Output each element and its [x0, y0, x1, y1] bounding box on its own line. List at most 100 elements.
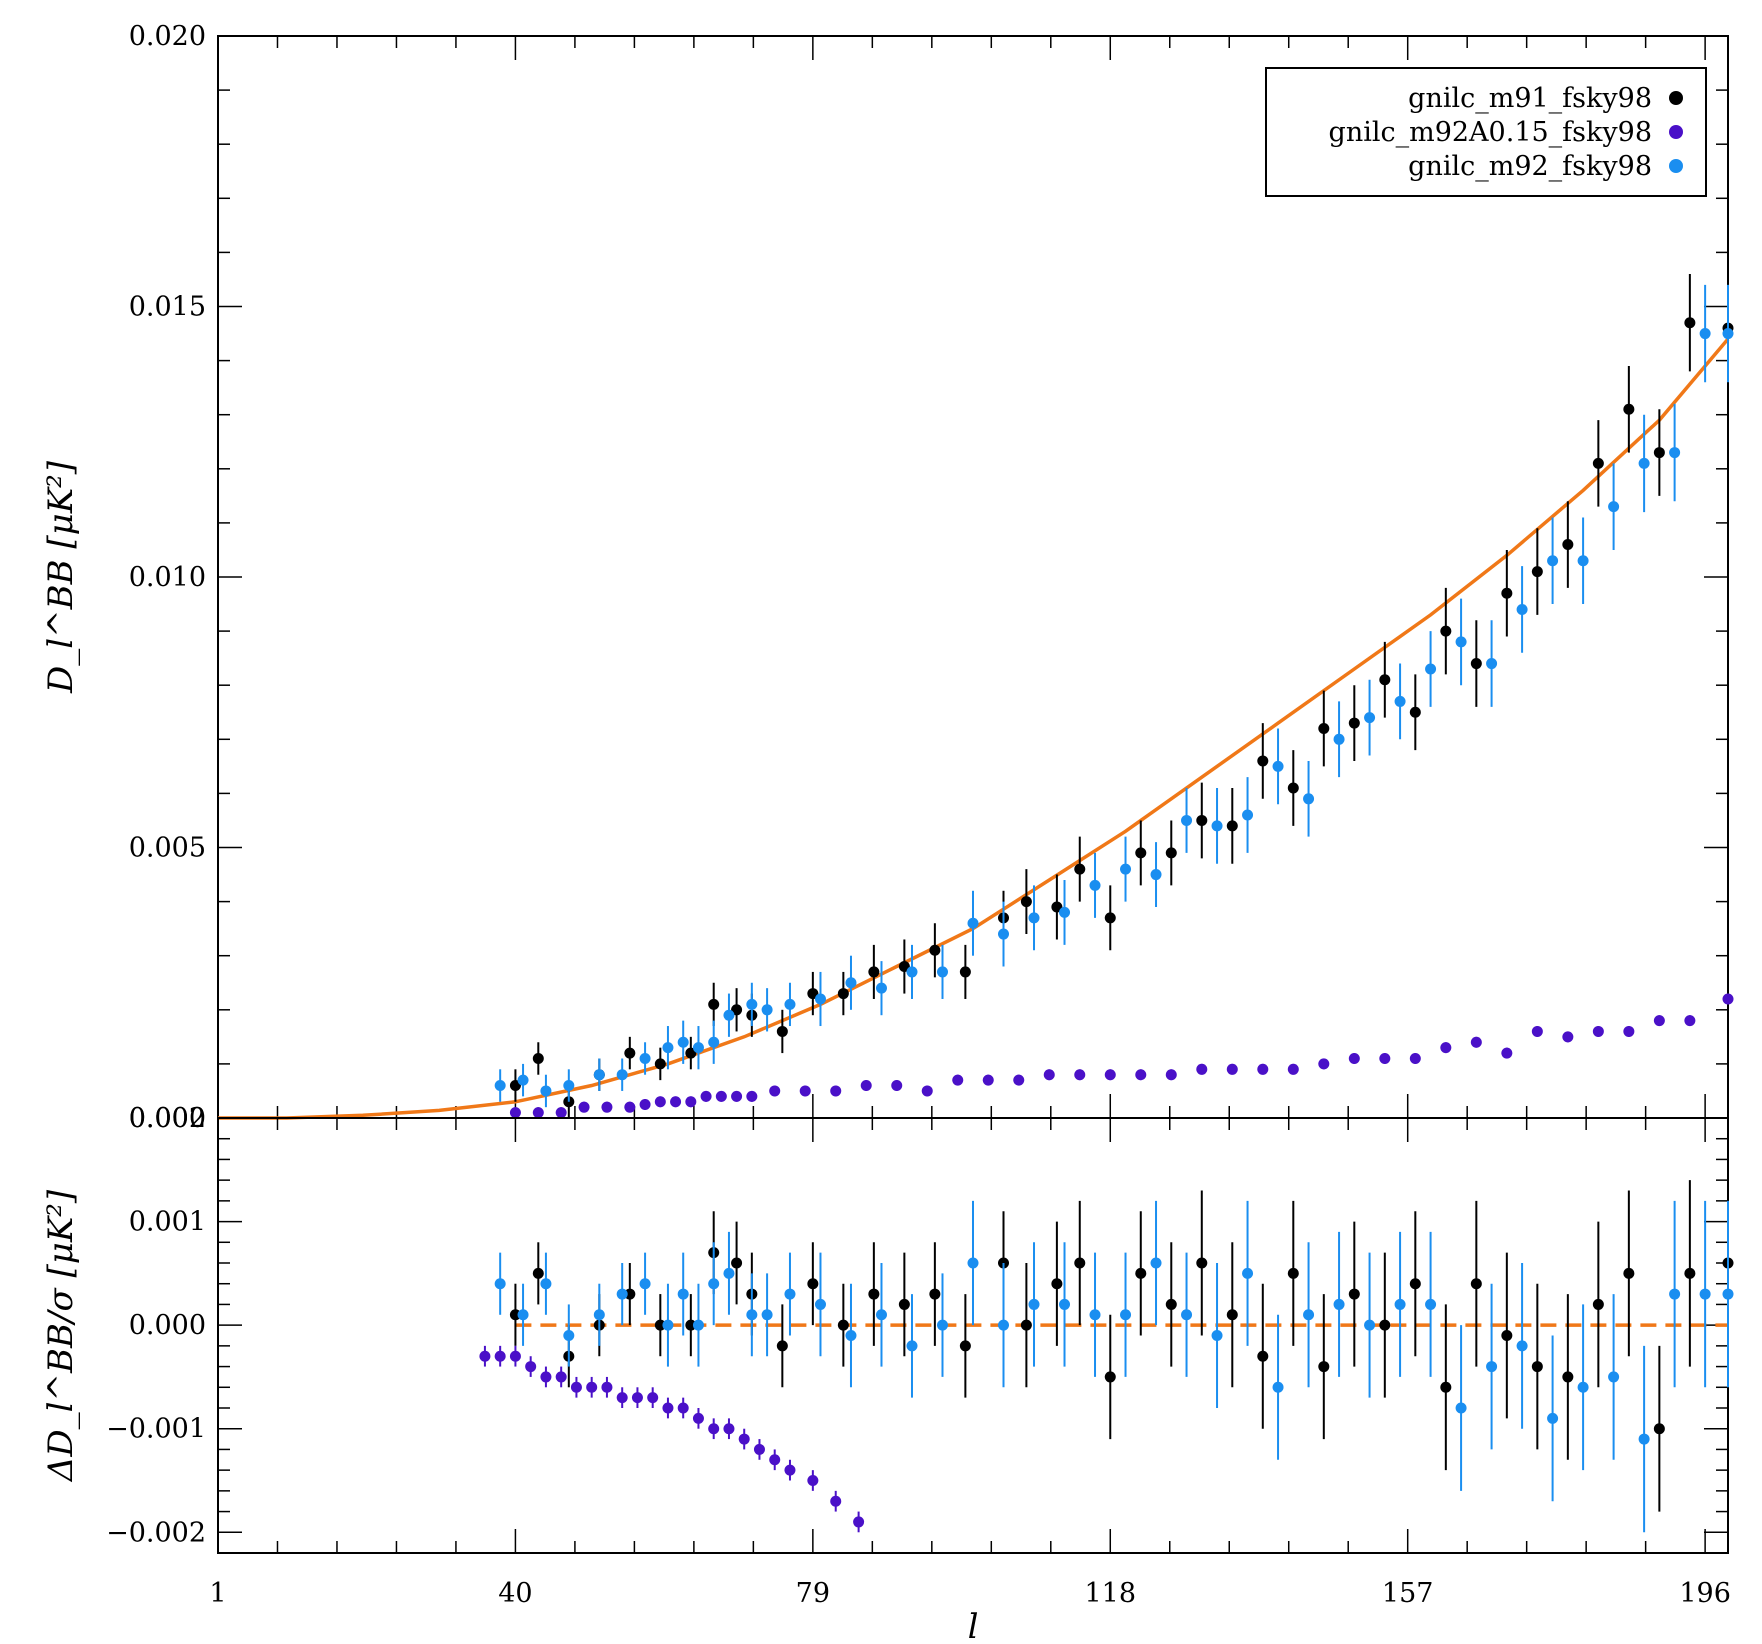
data-point	[708, 1423, 720, 1435]
data-point	[555, 1107, 567, 1119]
bottom-series-gnilc_m91_fsky98	[509, 1169, 1734, 1512]
data-point	[830, 1085, 842, 1097]
bottom-y-axis-label: ΔD_l^BB/σ [μK²]	[41, 1189, 81, 1483]
data-point	[1043, 1069, 1055, 1081]
data-point	[853, 1516, 865, 1528]
data-point	[1196, 1257, 1208, 1269]
data-point	[1440, 1381, 1452, 1393]
data-point	[761, 1309, 773, 1321]
data-point	[654, 1319, 666, 1331]
data-point	[654, 1058, 666, 1070]
data-point	[761, 1004, 773, 1016]
data-point	[929, 944, 941, 956]
data-point	[1120, 863, 1132, 875]
data-point	[540, 1085, 552, 1097]
data-point	[1364, 1319, 1376, 1331]
data-point	[1394, 1298, 1406, 1310]
data-point	[1135, 1267, 1147, 1279]
bottom-series-gnilc_m92_fsky98	[494, 1200, 1734, 1533]
data-point	[921, 1085, 933, 1097]
top-y-tick-label: 0.005	[129, 833, 206, 864]
data-point	[906, 966, 918, 978]
data-point	[860, 1080, 872, 1092]
data-point	[1638, 1433, 1650, 1445]
data-point	[1333, 1298, 1345, 1310]
data-point	[1425, 1298, 1437, 1310]
data-point	[578, 1101, 590, 1113]
legend-marker	[1669, 125, 1683, 139]
data-point	[692, 1319, 704, 1331]
data-point	[677, 1402, 689, 1414]
data-point	[639, 1278, 651, 1290]
data-point	[1501, 1047, 1513, 1059]
data-point	[1104, 1371, 1116, 1383]
data-point	[509, 1107, 521, 1119]
data-point	[1722, 993, 1734, 1005]
data-point	[1028, 912, 1040, 924]
x-tick-label: 118	[1084, 1578, 1136, 1609]
data-point	[1165, 1298, 1177, 1310]
data-point	[1608, 1371, 1620, 1383]
data-point	[1409, 1052, 1421, 1064]
data-point	[1074, 1069, 1086, 1081]
data-point	[1577, 1381, 1589, 1393]
data-point	[1272, 760, 1284, 772]
data-point	[1501, 587, 1513, 599]
data-point	[746, 998, 758, 1010]
data-point	[807, 1278, 819, 1290]
data-point	[936, 1319, 948, 1331]
top-y-axis-label: D_l^BB [μK²]	[41, 460, 81, 694]
data-point	[563, 1080, 575, 1092]
legend-box	[1265, 67, 1707, 197]
data-point	[776, 1340, 788, 1352]
data-point	[616, 1288, 628, 1300]
data-point	[1608, 501, 1620, 513]
top-y-tick-label: 0.015	[129, 292, 206, 323]
data-point	[1379, 1319, 1391, 1331]
data-point	[738, 1433, 750, 1445]
data-point	[708, 1278, 720, 1290]
data-point	[1516, 1340, 1528, 1352]
data-point	[1051, 901, 1063, 913]
data-point	[1623, 1267, 1635, 1279]
data-point	[1547, 555, 1559, 567]
data-point	[1348, 717, 1360, 729]
data-point	[1020, 1319, 1032, 1331]
data-point	[685, 1047, 697, 1059]
data-point	[1104, 1069, 1116, 1081]
data-point	[1196, 1063, 1208, 1075]
top-model-line	[218, 337, 1730, 1120]
data-point	[1623, 1025, 1635, 1037]
data-point	[532, 1107, 544, 1119]
data-point	[601, 1101, 613, 1113]
data-point	[1135, 1069, 1147, 1081]
data-point	[1196, 814, 1208, 826]
data-point	[1165, 847, 1177, 859]
data-point	[593, 1309, 605, 1321]
data-point	[807, 988, 819, 1000]
data-point	[769, 1454, 781, 1466]
data-point	[1699, 328, 1711, 340]
data-point	[1135, 847, 1147, 859]
data-point	[1440, 1042, 1452, 1054]
data-point	[1455, 1402, 1467, 1414]
data-point	[776, 1025, 788, 1037]
data-point	[532, 1052, 544, 1064]
data-point	[784, 1288, 796, 1300]
data-point	[1592, 1298, 1604, 1310]
data-point	[1653, 1015, 1665, 1027]
data-point	[647, 1392, 659, 1404]
legend-entry-label: gnilc_m91_fsky98	[1408, 83, 1652, 114]
data-point	[1089, 879, 1101, 891]
data-point	[731, 1090, 743, 1102]
data-point	[1722, 328, 1734, 340]
data-point	[1348, 1288, 1360, 1300]
data-point	[837, 988, 849, 1000]
data-point	[891, 1080, 903, 1092]
data-point	[814, 1298, 826, 1310]
data-point	[1653, 1423, 1665, 1435]
data-point	[1287, 1063, 1299, 1075]
data-point	[1074, 863, 1086, 875]
data-point	[1257, 1063, 1269, 1075]
